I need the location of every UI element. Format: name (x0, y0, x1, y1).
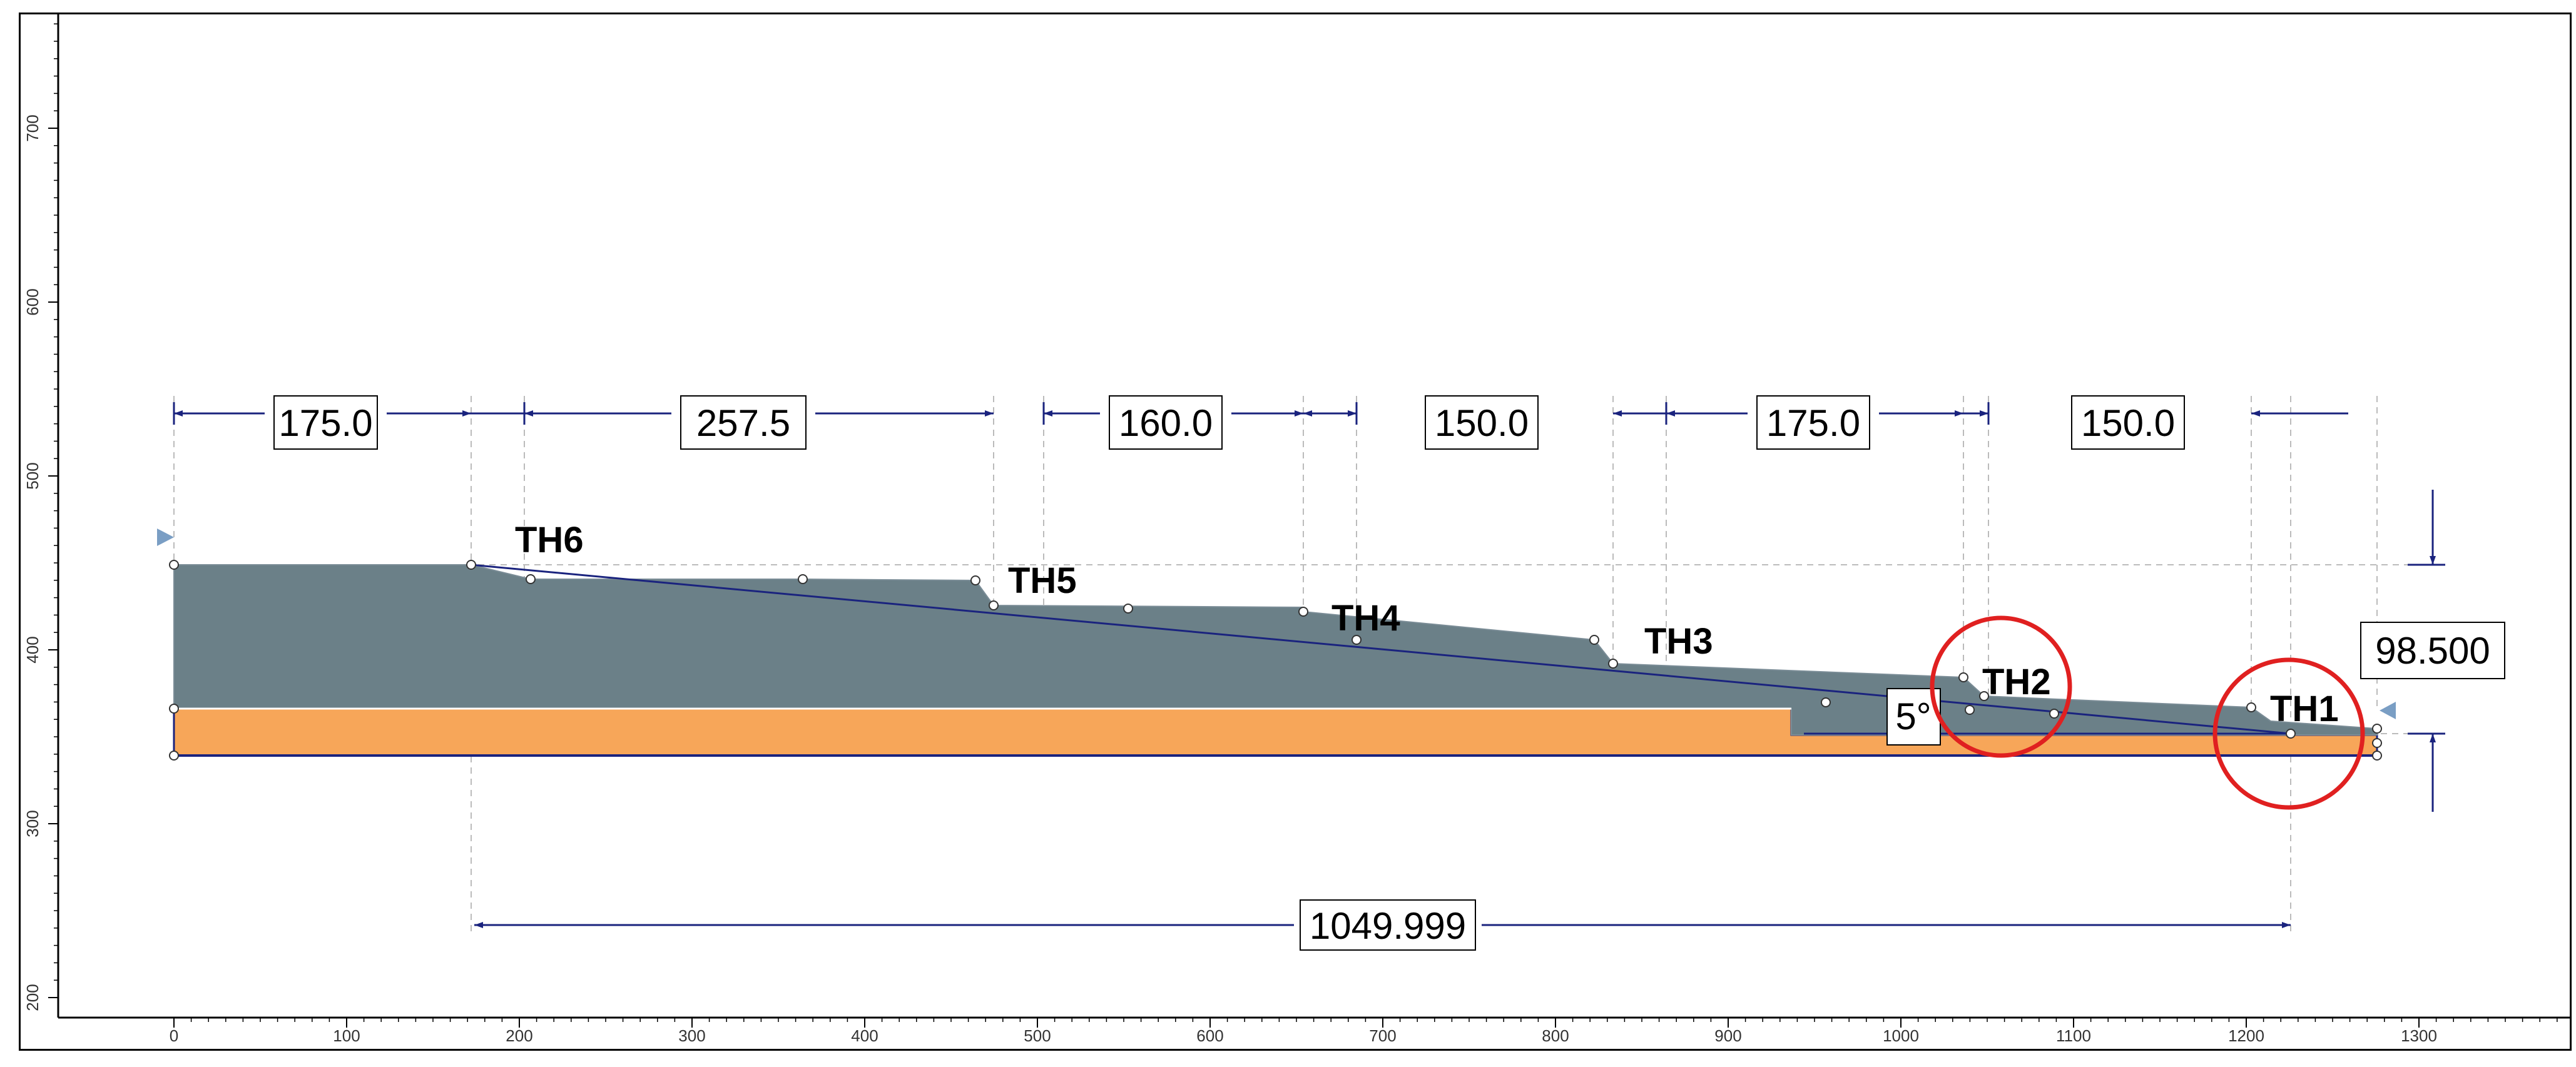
x-tick-label: 200 (506, 1026, 532, 1045)
vertex-point (1821, 697, 1831, 707)
vertex-point (989, 600, 999, 610)
top-dimensions: 175.0 257.5 160.0 150.0 175.0 150.0 (173, 395, 2348, 450)
highlight-circle-th1 (2212, 657, 2365, 810)
dimension-label: 150.0 (1435, 402, 1529, 444)
y-tick-label: 600 (23, 288, 42, 315)
dimension-label: 150.0 (2081, 402, 2175, 444)
highlight-circle-th2 (1930, 615, 2072, 758)
dimension-box (1756, 395, 1870, 450)
vertex-point (466, 560, 476, 570)
x-tick-label: 600 (1196, 1026, 1223, 1045)
dimension-box (1109, 395, 1223, 450)
x-tick-label: 1300 (2401, 1026, 2437, 1045)
vertex-point (1352, 635, 1362, 645)
slope-model-canvas[interactable]: 0 100 200 300 400 500 600 700 800 900 1000 1100 1200… (21, 14, 2570, 1049)
vertex-point (2286, 729, 2296, 739)
terrace-label-th1[interactable]: TH1 (2270, 689, 2339, 729)
x-tick-label: 900 (1714, 1026, 1741, 1045)
axes: 0 100 200 300 400 500 600 700 800 900 1000 1100 1200… (23, 14, 2570, 1045)
x-tick-label: 100 (333, 1026, 360, 1045)
vertex-point (169, 704, 179, 714)
vertex-point (169, 751, 179, 761)
vertex-point (2372, 738, 2382, 748)
vertex-point (2246, 702, 2256, 712)
x-tick-label: 400 (851, 1026, 878, 1045)
x-tick-label: 800 (1542, 1026, 1569, 1045)
terrace-label-th6[interactable]: TH6 (515, 520, 584, 560)
x-tick-label: 0 (170, 1026, 178, 1045)
terrace-label-th3[interactable]: TH3 (1644, 621, 1713, 662)
dimension-box (1425, 395, 1539, 450)
vertex-point (798, 574, 808, 584)
y-tick-label: 300 (23, 810, 42, 837)
y-tick-label: 400 (23, 636, 42, 663)
y-axis-ticks: 200 300 400 500 600 700 (23, 23, 58, 1011)
height-dimension-label[interactable]: 98.500 (2375, 630, 2490, 672)
vertex-point (1958, 672, 1968, 682)
bottom-dimension-box (1300, 899, 1476, 951)
slip-surface-line (471, 564, 2291, 735)
angle-label[interactable]: 5° (1895, 695, 1931, 737)
terrace-label-th2[interactable]: TH2 (1982, 662, 2051, 702)
dimension-box (2071, 395, 2185, 450)
vertex-point (1965, 705, 1975, 715)
terrace-label-th5[interactable]: TH5 (1008, 560, 1077, 601)
highlight-circles (1930, 615, 2365, 810)
x-tick-label: 500 (1024, 1026, 1051, 1045)
terrace-labels: TH6 TH5 TH4 TH3 TH2 TH1 (515, 520, 2339, 729)
vertex-point (2049, 709, 2059, 719)
x-tick-label: 1200 (2228, 1026, 2264, 1045)
x-tick-label: 700 (1369, 1026, 1396, 1045)
x-tick-label: 1000 (1883, 1026, 1919, 1045)
bottom-dimension-label[interactable]: 1049.999 (1310, 905, 1466, 947)
dimension-label: 175.0 (1766, 402, 1860, 444)
vertex-point (1979, 691, 1989, 701)
drawing-frame: 0 100 200 300 400 500 600 700 800 900 1000 1100 1200… (19, 13, 2572, 1051)
water-markers (157, 528, 2396, 719)
x-tick-label: 1100 (2056, 1026, 2091, 1045)
vertex-point (1608, 659, 1618, 669)
dimension-label: 175.0 (278, 402, 372, 444)
height-dimension-box (2360, 622, 2505, 679)
x-axis-ticks: 0 100 200 300 400 500 600 700 800 900 1000 1100 1200… (170, 1018, 2558, 1045)
angle-annotation: 5° (1886, 688, 1941, 746)
water-marker-left-icon[interactable] (157, 528, 174, 546)
vertex-point (1123, 604, 1133, 614)
terrace-label-th4[interactable]: TH4 (1331, 598, 1400, 639)
materials (173, 564, 2378, 757)
dimension-label: 257.5 (696, 402, 790, 444)
dimension-box (273, 395, 378, 450)
x-tick-label: 300 (678, 1026, 705, 1045)
y-tick-label: 500 (23, 462, 42, 489)
y-tick-label: 200 (23, 984, 42, 1011)
height-dimension: 98.500 (2360, 490, 2505, 812)
y-tick-label: 700 (23, 114, 42, 141)
vertex-point (1589, 635, 1599, 645)
model-vertices (169, 560, 2382, 761)
vertex-point (1298, 607, 1308, 617)
vertex-point (970, 575, 980, 585)
vertex-point (169, 560, 179, 570)
vertex-point (2372, 724, 2382, 734)
dimension-box (680, 395, 807, 450)
bottom-dimension: 1049.999 (474, 899, 2291, 951)
dimension-label: 160.0 (1119, 402, 1213, 444)
vertex-point (2372, 751, 2382, 761)
vertex-point (526, 574, 536, 584)
water-marker-right-icon[interactable] (2380, 702, 2396, 719)
